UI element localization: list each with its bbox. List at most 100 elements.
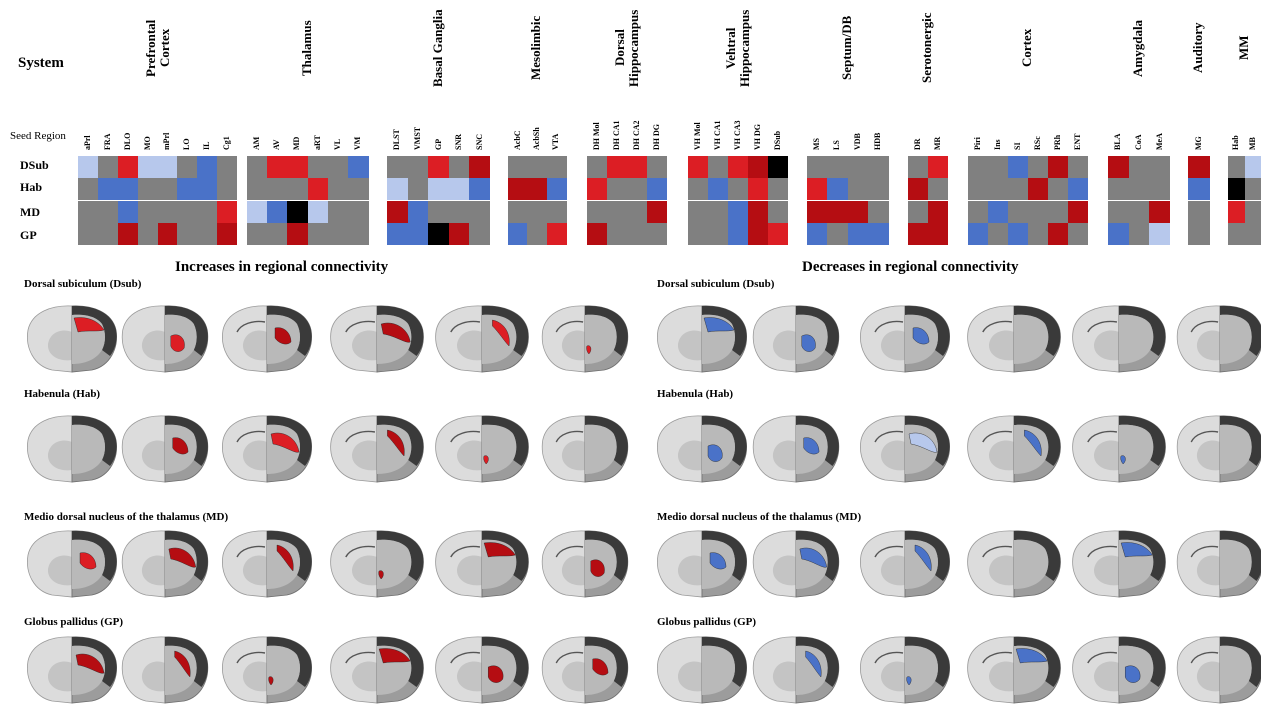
matrix-cell (428, 156, 450, 178)
matrix-cell (1068, 223, 1088, 245)
brain-hippocampus-outline (982, 651, 1013, 664)
brain-inner-structure (677, 440, 702, 471)
matrix-cell (708, 223, 728, 245)
brain-cortex-band (702, 305, 747, 356)
region-highlight (908, 432, 938, 453)
matrix-cell (1128, 178, 1150, 200)
matrix-cell (627, 223, 647, 245)
matrix-cell (647, 223, 667, 245)
region-label-dh-ca1: DH CA1 (612, 120, 621, 150)
matrix-cell (387, 178, 408, 200)
region-highlight (1120, 455, 1126, 465)
brain-section (752, 636, 840, 704)
matrix-cell (117, 156, 138, 178)
region-label-rsc: RSc (1033, 136, 1042, 150)
matrix-cell (428, 178, 450, 200)
matrix-cell (728, 178, 748, 200)
brain-inner-structure (880, 661, 905, 692)
matrix-cell (347, 201, 369, 223)
brain-inner-structure (772, 661, 796, 692)
brain-section (121, 305, 209, 373)
matrix-cell (287, 201, 309, 223)
region-highlight (1024, 429, 1042, 457)
brain-cortex-band (1220, 305, 1261, 356)
brain-section (435, 415, 529, 483)
matrix-cell (607, 223, 627, 245)
matrix-cell (768, 178, 788, 200)
matrix-cell (647, 178, 667, 200)
matrix-cell (1188, 201, 1210, 223)
region-label-vl: VL (332, 138, 342, 150)
group-title-prefrontal-cortex: Prefrontal Cortex (142, 19, 172, 77)
matrix-cell (217, 201, 238, 223)
region-label-prh: PRh (1053, 134, 1062, 150)
brain-cortex-band (702, 415, 747, 466)
matrix-cell (347, 156, 369, 178)
brain-inner-structure (47, 330, 72, 361)
matrix-cell (527, 223, 548, 245)
matrix-cell (327, 178, 349, 200)
brain-inner-structure (351, 440, 377, 471)
brain-inner-structure (242, 330, 267, 361)
brain-cortex-band (165, 636, 208, 687)
region-label-mg: MG (1194, 136, 1203, 150)
matrix-cell (688, 223, 708, 245)
brain-cortex-band (377, 415, 424, 466)
region-label-art: aRT (312, 135, 322, 150)
matrix-cell (988, 156, 1008, 178)
brain-inner-structure (242, 440, 267, 471)
seed-region-label: Seed Region (10, 130, 66, 142)
matrix-cell (347, 223, 369, 245)
brain-section (222, 415, 312, 483)
brain-inner-structure (561, 555, 585, 586)
brain-cortex-band (796, 305, 839, 356)
group-title-basal-ganglia: Basal Ganglia (429, 9, 445, 87)
brain-hippocampus-outline (345, 320, 376, 333)
brain-inner-structure (141, 555, 165, 586)
matrix-cell (287, 223, 309, 245)
matrix-cell (807, 156, 828, 178)
matrix-cell (807, 178, 828, 200)
brain-inner-structure (456, 330, 482, 361)
matrix-cell (387, 223, 408, 245)
matrix-cell (508, 178, 528, 200)
brain-inner-structure (772, 330, 796, 361)
matrix-cell (728, 223, 748, 245)
matrix-cell (1108, 156, 1129, 178)
brain-cortex-band (72, 305, 117, 356)
matrix-cell (469, 223, 491, 245)
region-label-vdb: VDB (852, 133, 862, 150)
matrix-cell (197, 201, 218, 223)
brain-inner-structure (988, 440, 1014, 471)
matrix-cell (527, 201, 548, 223)
brain-section (967, 415, 1061, 483)
decrease-row-label: Dorsal subiculum (Dsub) (657, 278, 775, 290)
matrix-cell (988, 178, 1008, 200)
decrease-section-title: Decreases in regional connectivity (802, 259, 1019, 275)
brain-section (967, 305, 1061, 373)
matrix-cell (347, 178, 369, 200)
region-highlight (168, 547, 196, 568)
region-label-vh-ca1: VH CA1 (713, 120, 722, 150)
matrix-cell (1149, 156, 1171, 178)
region-label-dr: DR (913, 138, 922, 150)
group-title-cortex: Cortex (1019, 28, 1034, 68)
brain-inner-structure (456, 555, 482, 586)
region-label-mr: MR (933, 136, 942, 150)
matrix-cell (78, 178, 98, 200)
brain-inner-structure (242, 661, 267, 692)
brain-cortex-band (1220, 636, 1261, 687)
brain-subcortex (796, 645, 828, 695)
brain-inner-structure (1196, 661, 1220, 692)
matrix-cell (627, 156, 647, 178)
brain-section (330, 636, 424, 704)
region-label-fra: FRA (102, 133, 112, 150)
brain-cortex-band (585, 636, 628, 687)
matrix-cell (1048, 223, 1068, 245)
region-highlight (172, 437, 189, 455)
brain-inner-structure (772, 440, 796, 471)
matrix-cell (988, 223, 1008, 245)
brain-cortex-band (796, 415, 839, 466)
matrix-cell (748, 223, 768, 245)
brain-hippocampus-outline (236, 545, 266, 558)
